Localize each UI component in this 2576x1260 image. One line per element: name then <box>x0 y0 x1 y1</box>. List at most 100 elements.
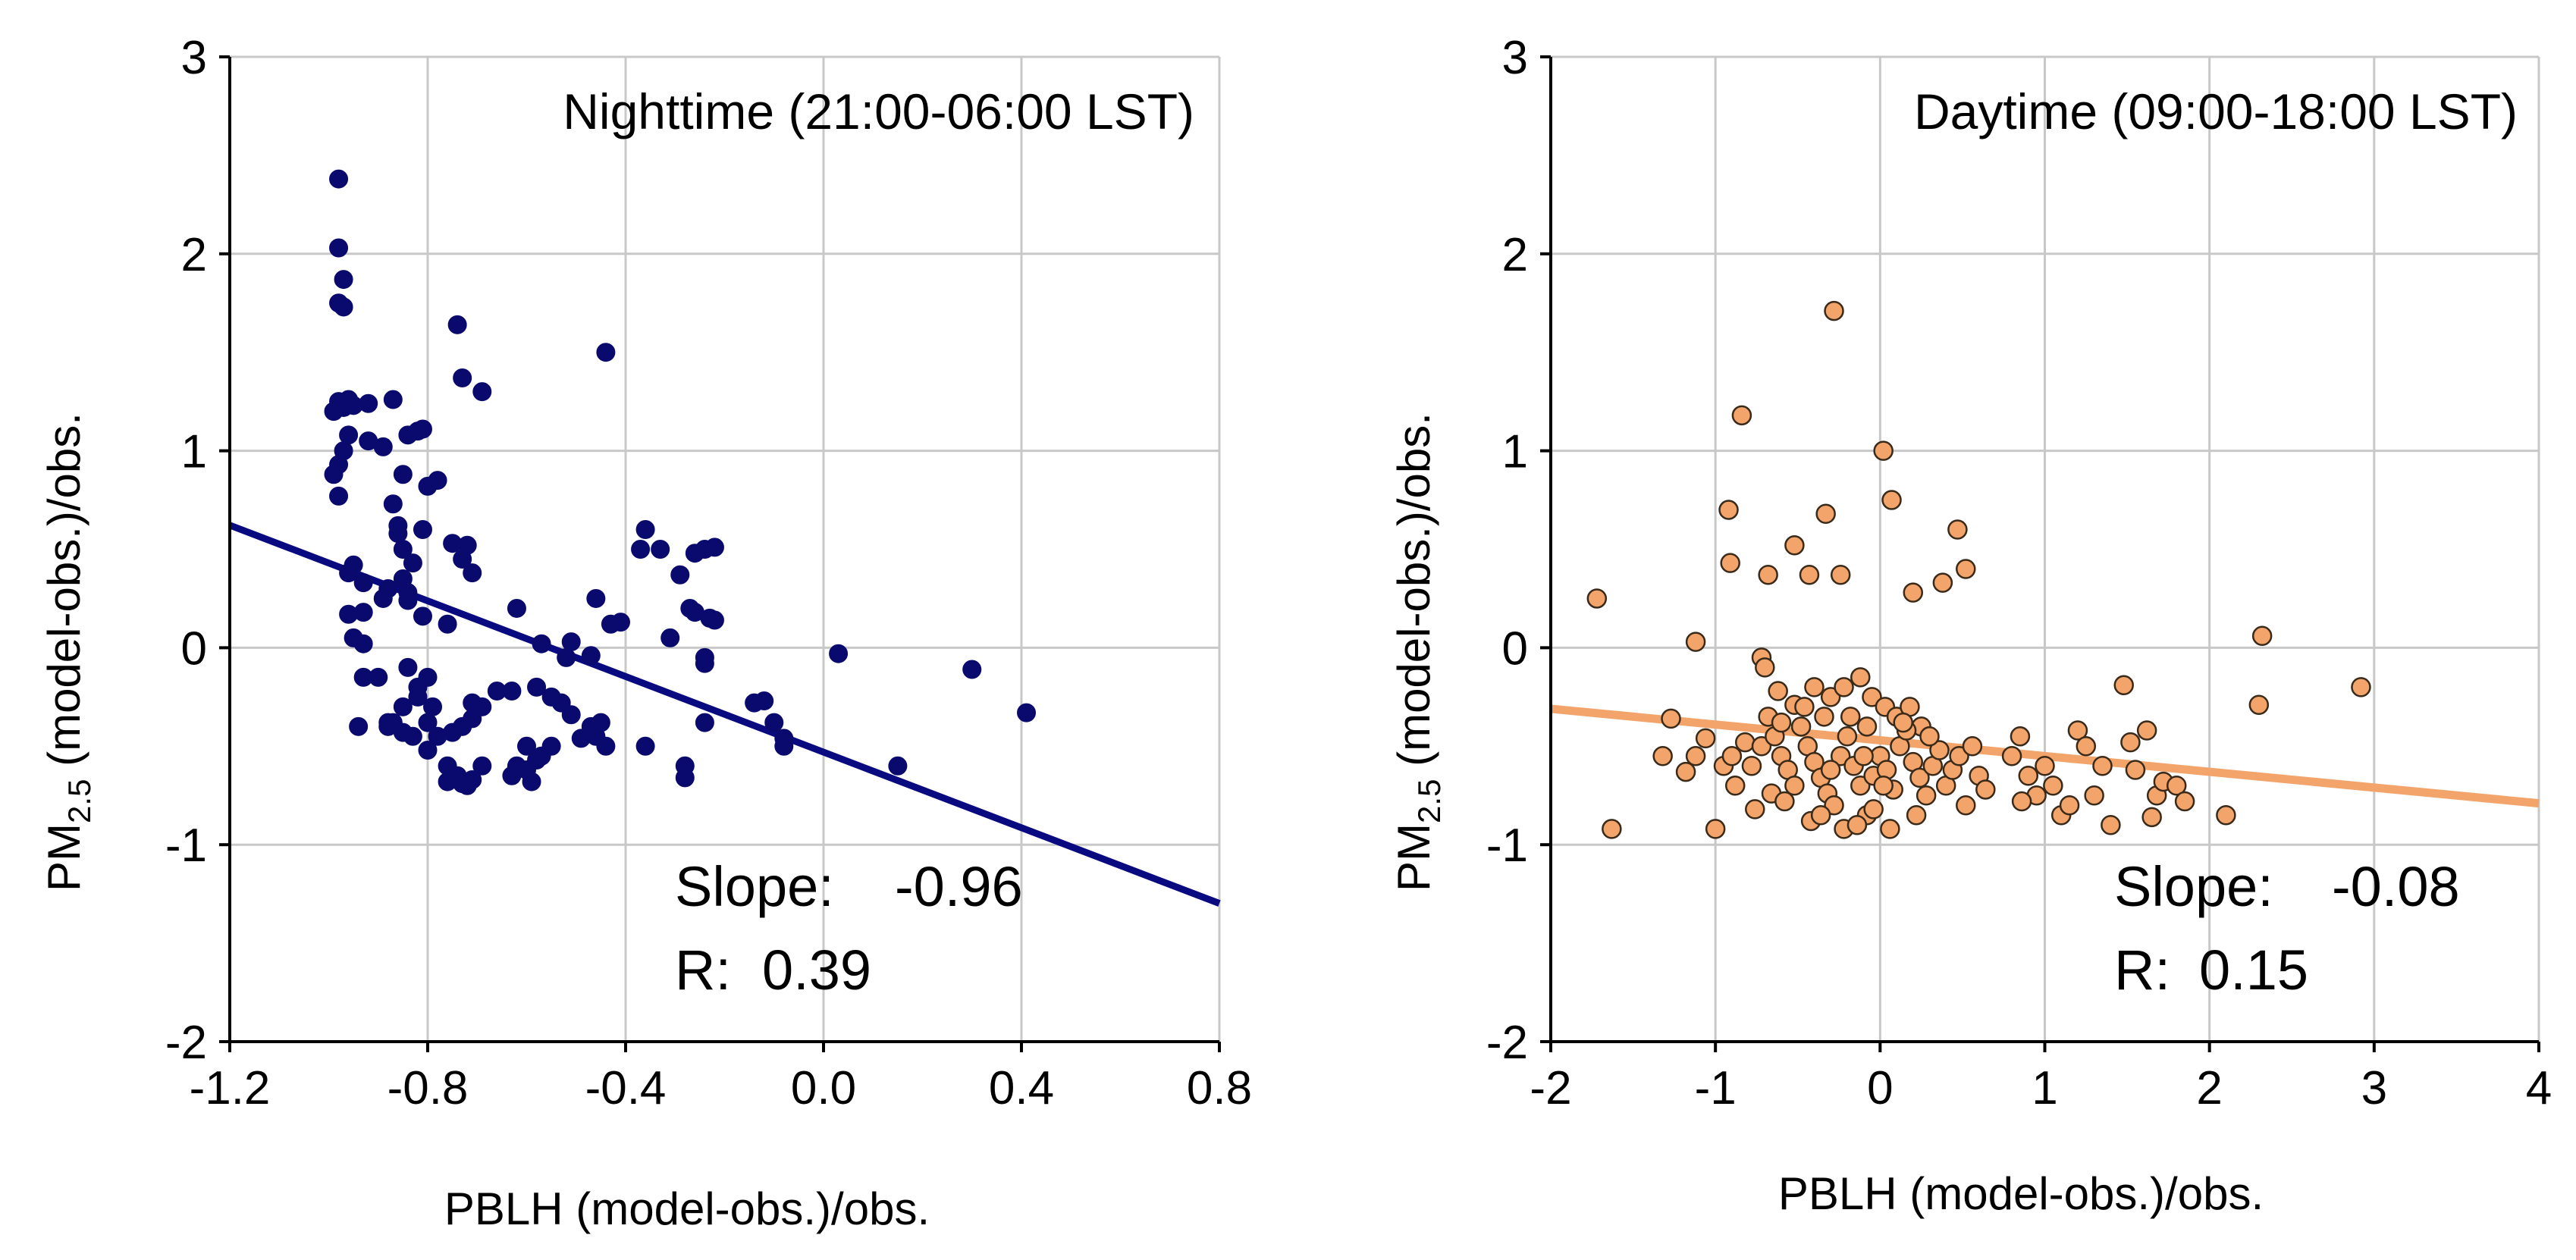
nighttime-point-102 <box>487 682 507 701</box>
daytime-point-46 <box>1784 776 1805 796</box>
daytime-point-33 <box>1862 687 1882 707</box>
nighttime-x-ticks: -1.2 -0.8 -0.4 0.0 0.4 0.8 <box>190 1042 1252 1114</box>
nighttime-y-tick-label-2: 0 <box>181 622 207 675</box>
nighttime-x-tick-label-3: 0.0 <box>791 1062 856 1114</box>
daytime-point-5 <box>1675 761 1696 782</box>
daytime-point-39 <box>1735 732 1756 753</box>
nighttime-point-77 <box>764 713 784 732</box>
daytime-point-21 <box>1903 582 1924 603</box>
daytime-point-83 <box>1846 814 1868 835</box>
daytime-point-15 <box>1799 565 1820 585</box>
daytime-point-68 <box>1929 740 1950 760</box>
daytime-point-92 <box>1820 760 1841 780</box>
nighttime-x-axis-label: PBLH (model-obs.)/obs. <box>444 1183 930 1234</box>
nighttime-point-67 <box>704 538 724 557</box>
nighttime-point-42 <box>353 603 373 622</box>
daytime-point-96 <box>1771 712 1792 733</box>
nighttime-y-label-pm: PM <box>39 823 89 892</box>
daytime-y-tick-label-2: 0 <box>1502 622 1528 675</box>
nighttime-point-97 <box>517 736 536 756</box>
daytime-point-32 <box>1850 667 1871 688</box>
nighttime-point-61 <box>635 520 655 540</box>
nighttime-fit-line <box>228 522 1221 907</box>
daytime-point-110 <box>2120 732 2141 753</box>
daytime-point-81 <box>1810 804 1831 826</box>
nighttime-x-tick-label-0: -1.2 <box>190 1062 271 1114</box>
daytime-point-3 <box>1661 708 1681 729</box>
nighttime-point-126 <box>349 716 369 736</box>
nighttime-point-82 <box>675 768 695 788</box>
nighttime-r-label: R: <box>675 939 731 1001</box>
nighttime-point-16 <box>383 390 403 409</box>
daytime-point-40 <box>1741 756 1762 776</box>
daytime-point-76 <box>1724 776 1746 796</box>
daytime-point-24 <box>1956 559 1976 579</box>
nighttime-point-15 <box>359 393 378 413</box>
daytime-slope-value: -0.08 <box>2332 855 2460 918</box>
daytime-point-18 <box>1830 565 1851 585</box>
nighttime-point-64 <box>670 565 690 585</box>
nighttime-point-47 <box>438 614 457 634</box>
daytime-point-106 <box>2084 785 2104 806</box>
daytime-point-97 <box>2001 746 2022 766</box>
daytime-point-108 <box>2101 814 2121 835</box>
nighttime-point-113 <box>472 756 492 776</box>
daytime-point-11 <box>1720 553 1740 573</box>
nighttime-point-51 <box>398 591 418 610</box>
nighttime-x-tick-label-2: -0.4 <box>585 1062 667 1114</box>
daytime-point-112 <box>2136 720 2157 741</box>
daytime-point-52 <box>1824 795 1844 816</box>
daytime-point-4 <box>1652 746 1673 766</box>
nighttime-point-31 <box>403 553 422 573</box>
nighttime-point-26 <box>383 494 403 514</box>
nighttime-point-39 <box>344 555 363 575</box>
nighttime-x-tick-label-5: 0.8 <box>1187 1062 1252 1114</box>
nighttime-point-116 <box>418 740 438 760</box>
daytime-point-122 <box>2011 791 2032 812</box>
daytime-point-6 <box>1685 746 1706 766</box>
daytime-point-104 <box>2067 720 2088 741</box>
nighttime-point-23 <box>453 368 472 387</box>
nighttime-x-tick-label-4: 0.4 <box>989 1062 1054 1114</box>
daytime-y-label-rest: (model-obs.)/obs. <box>1388 412 1439 779</box>
nighttime-point-52 <box>507 598 526 618</box>
daytime-point-12 <box>1731 405 1752 426</box>
nighttime-point-133 <box>888 756 908 776</box>
daytime-point-10 <box>1718 500 1739 520</box>
nighttime-point-0 <box>329 169 349 189</box>
daytime-point-86 <box>1794 697 1815 717</box>
nighttime-point-129 <box>378 713 398 732</box>
daytime-point-109 <box>2113 675 2134 696</box>
daytime-point-93 <box>1853 746 1874 766</box>
daytime-point-105 <box>2076 736 2097 757</box>
nighttime-point-100 <box>527 677 547 697</box>
daytime-r-value: 0.15 <box>2199 939 2308 1001</box>
nighttime-point-114 <box>457 776 477 795</box>
nighttime-point-79 <box>774 736 794 756</box>
nighttime-y-ticks: -2 -1 0 1 2 3 <box>165 32 230 1069</box>
nighttime-point-62 <box>631 540 651 559</box>
nighttime-plot-frame <box>228 57 1219 1043</box>
daytime-point-84 <box>1863 799 1884 820</box>
nighttime-point-57 <box>596 343 616 362</box>
nighttime-y-tick-label-0: -2 <box>165 1017 207 1069</box>
daytime-x-tick-label-2: 0 <box>1867 1062 1893 1114</box>
daytime-r-label: R: <box>2114 939 2170 1001</box>
nighttime-point-60 <box>610 613 630 632</box>
nighttime-point-96 <box>502 766 522 785</box>
nighttime-gridlines <box>228 55 1221 1043</box>
daytime-point-99 <box>2018 766 2039 786</box>
daytime-point-73 <box>1962 736 1983 757</box>
daytime-y-label-sub: 2.5 <box>1411 779 1447 823</box>
daytime-point-107 <box>2092 756 2113 776</box>
daytime-point-116 <box>2174 791 2195 812</box>
nighttime-point-63 <box>651 540 670 559</box>
nighttime-points <box>324 169 1037 795</box>
nighttime-point-115 <box>438 772 457 791</box>
daytime-point-0 <box>1586 588 1608 609</box>
nighttime-point-12 <box>329 486 349 506</box>
daytime-point-30 <box>1820 687 1841 707</box>
nighttime-point-46 <box>413 606 432 626</box>
daytime-point-87 <box>1814 707 1834 727</box>
daytime-point-79 <box>1774 791 1795 812</box>
